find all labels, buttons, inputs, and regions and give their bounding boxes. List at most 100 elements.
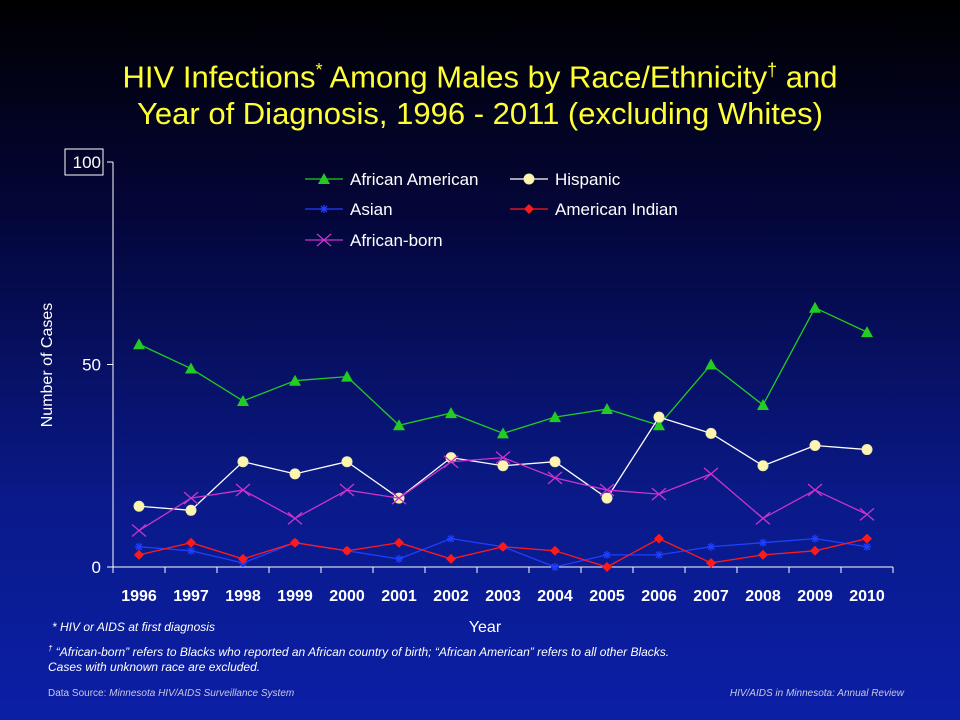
data-point-hispanic: [497, 460, 509, 472]
chart-title: HIV Infections* Among Males by Race/Ethn…: [0, 52, 960, 132]
x-tick-label: 1999: [277, 588, 313, 605]
data-point-african-american: [497, 427, 509, 439]
data-point-african-american: [757, 399, 769, 410]
data-point-american-indian: [394, 537, 404, 548]
legend-marker-hispanic: [523, 173, 535, 185]
x-tick-label: 2008: [745, 588, 781, 605]
data-point-african-american: [653, 419, 665, 431]
data-point-african-american: [809, 301, 821, 313]
x-tick-label: 2004: [537, 588, 573, 605]
data-point-hispanic: [549, 456, 561, 468]
title-part-1: HIV Infections: [122, 59, 316, 95]
data-point-american-indian: [862, 533, 872, 544]
data-point-hispanic: [341, 456, 353, 468]
y-tick-label: 100: [73, 153, 101, 172]
legend-marker-asian: [320, 205, 328, 213]
data-point-african-american: [705, 358, 717, 370]
report-name: HIV/AIDS in Minnesota: Annual Review: [729, 688, 904, 699]
legend-marker-american-indian: [524, 204, 534, 214]
x-tick-label: 2007: [693, 588, 729, 605]
legend-marker-african-born: [316, 233, 332, 247]
data-point-african-born: [651, 487, 667, 501]
data-point-african-born: [131, 524, 147, 538]
legend-label-african-american: African American: [350, 170, 479, 189]
data-point-asian: [135, 542, 143, 551]
data-point-african-american: [341, 370, 353, 382]
data-point-american-indian: [758, 549, 768, 560]
title-part-3: and: [777, 59, 838, 95]
data-point-african-born: [703, 467, 719, 481]
data-point-african-born: [287, 511, 303, 525]
data-point-american-indian: [602, 562, 612, 572]
data-point-hispanic: [133, 500, 145, 512]
x-tick-label: 2000: [329, 588, 365, 605]
data-point-asian: [551, 563, 559, 571]
footnote-dagger-line-1: “African-born” refers to Blacks who repo…: [52, 645, 670, 659]
data-point-american-indian: [810, 545, 820, 556]
footnote-dagger-line-2: Cases with unknown race are excluded.: [48, 660, 261, 674]
data-point-african-born: [755, 511, 771, 525]
data-point-african-born: [495, 451, 511, 465]
data-point-african-born: [547, 471, 563, 485]
data-point-american-indian: [550, 545, 560, 556]
data-point-asian: [759, 538, 767, 547]
data-point-american-indian: [238, 553, 248, 564]
data-point-hispanic: [705, 427, 717, 439]
data-point-american-indian: [706, 557, 716, 568]
legend-label-asian: Asian: [350, 200, 393, 219]
data-point-african-american: [289, 374, 301, 386]
data-point-african-american: [185, 362, 197, 374]
data-point-asian: [655, 550, 663, 559]
data-point-african-born: [443, 455, 459, 469]
data-point-american-indian: [342, 545, 352, 556]
data-source: Data Source: Minnesota HIV/AIDS Surveill…: [48, 688, 294, 699]
data-point-hispanic: [601, 492, 613, 504]
data-point-asian: [863, 542, 871, 551]
data-point-african-american: [861, 326, 873, 338]
data-point-african-american: [393, 419, 405, 431]
data-point-african-born: [859, 507, 875, 521]
x-tick-label: 2005: [589, 588, 625, 605]
y-tick-box: [64, 148, 104, 176]
title-sup-asterisk: *: [315, 60, 323, 80]
x-axis-label: Year: [469, 619, 502, 636]
data-point-african-american: [133, 338, 145, 350]
data-point-african-american: [549, 411, 561, 423]
data-point-african-born: [807, 483, 823, 497]
data-point-asian: [707, 542, 715, 551]
data-point-hispanic: [757, 460, 769, 472]
data-point-african-american: [445, 407, 457, 419]
data-point-hispanic: [861, 444, 873, 456]
data-point-asian: [603, 550, 611, 559]
legend-label-african-born: African-born: [350, 231, 443, 250]
data-point-american-indian: [186, 537, 196, 548]
title-line-2: Year of Diagnosis, 1996 - 2011 (excludin…: [137, 96, 823, 132]
data-point-hispanic: [289, 468, 301, 480]
data-point-american-indian: [498, 541, 508, 552]
footnote-dagger: † “African-born” refers to Blacks who re…: [48, 641, 768, 675]
title-sup-dagger: †: [767, 60, 778, 80]
footnote-asterisk: * HIV or AIDS at first diagnosis: [52, 620, 215, 634]
data-point-african-born: [183, 491, 199, 505]
data-point-african-born: [391, 491, 407, 505]
footnote-dagger-mark: †: [48, 644, 53, 653]
x-tick-label: 2006: [641, 588, 677, 605]
data-point-african-born: [235, 483, 251, 497]
data-point-american-indian: [290, 537, 300, 548]
data-point-hispanic: [185, 504, 197, 516]
data-source-label: Data Source:: [48, 688, 110, 699]
data-point-american-indian: [446, 553, 456, 564]
data-point-hispanic: [237, 456, 249, 468]
data-source-value: Minnesota HIV/AIDS Surveillance System: [109, 688, 295, 699]
data-point-asian: [187, 546, 195, 555]
data-point-hispanic: [809, 440, 821, 451]
x-tick-label: 2010: [849, 588, 885, 605]
data-point-african-american: [601, 403, 613, 415]
x-tick-label: 2009: [797, 588, 833, 605]
data-point-african-american: [237, 394, 249, 406]
data-point-hispanic: [653, 411, 665, 423]
x-tick-label: 2001: [381, 588, 417, 605]
data-point-american-indian: [654, 533, 664, 544]
data-point-american-indian: [134, 549, 144, 560]
